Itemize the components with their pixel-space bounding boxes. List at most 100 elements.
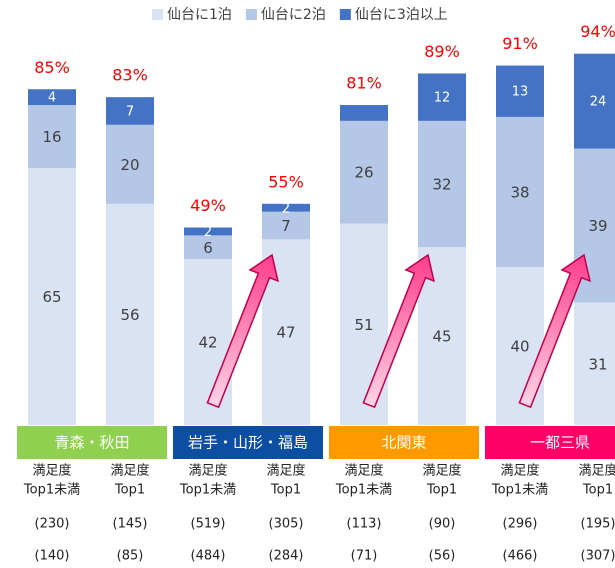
sample-size: (113): [347, 517, 382, 532]
x-tick-label: Top1未満: [335, 483, 392, 498]
group-label: 岩手・山形・福島: [188, 434, 308, 452]
bar-segment: [28, 168, 76, 425]
sample-size: (284): [269, 549, 304, 564]
x-tick-label: Top1未満: [491, 483, 548, 498]
sample-size: (466): [503, 549, 538, 564]
total-label: 49%: [190, 196, 226, 215]
legend-label: 仙台に1泊: [167, 7, 232, 23]
value-label: 56: [120, 306, 139, 324]
sample-size: (90): [429, 517, 456, 532]
sample-size: (85): [117, 549, 144, 564]
value-label: 47: [276, 324, 295, 342]
x-tick-label: Top1: [114, 483, 145, 498]
bar-segment: [340, 105, 388, 121]
value-label: 13: [512, 85, 529, 100]
value-label: 2: [204, 225, 212, 240]
value-label: 45: [432, 328, 451, 346]
sample-size: (140): [35, 549, 70, 564]
sample-size: (307): [581, 549, 615, 564]
value-label: 26: [354, 164, 373, 182]
value-label: 7: [281, 217, 291, 235]
x-tick-label: Top1: [426, 483, 457, 498]
total-label: 83%: [112, 66, 148, 85]
x-tick-label: 満足度: [188, 463, 227, 479]
bar-segment: [28, 89, 76, 106]
value-label: 2: [282, 201, 290, 216]
group-band: [485, 426, 615, 459]
legend-label: 仙台に2泊: [261, 7, 326, 23]
x-tick-label: 満足度: [344, 463, 383, 479]
bar-segment: [340, 120, 388, 224]
x-tick-label: Top1未満: [179, 483, 236, 498]
group-band: [173, 426, 323, 459]
bar-segment: [496, 116, 544, 268]
bar-segment: [184, 259, 232, 425]
arrows: [206, 253, 591, 409]
bar-segment: [106, 124, 154, 204]
sample-size: (484): [191, 549, 226, 564]
value-label: 51: [354, 316, 373, 334]
sample-size: (519): [191, 517, 226, 532]
sample-size: (145): [113, 517, 148, 532]
bar-segment: [574, 53, 615, 149]
value-label: 40: [510, 338, 529, 356]
value-label: 6: [203, 239, 213, 257]
total-label: 91%: [502, 34, 538, 53]
bar-segment: [262, 211, 310, 240]
group-band: [17, 426, 167, 459]
x-tick-label: 満足度: [578, 463, 615, 479]
x-tick-label: 満足度: [500, 463, 539, 479]
legend-swatch: [245, 9, 257, 20]
sample-size: (195): [581, 517, 615, 532]
group-label: 青森・秋田: [54, 434, 129, 452]
legend-swatch: [152, 9, 163, 20]
total-label: 55%: [268, 172, 304, 191]
bar-segment: [106, 97, 154, 125]
total-label: 85%: [34, 58, 70, 77]
total-label: 89%: [424, 42, 460, 61]
group-label: 北関東: [381, 434, 426, 452]
arrow: [518, 253, 591, 409]
bar-segment: [184, 227, 232, 236]
bar-segment: [28, 105, 76, 169]
bar-segment: [496, 267, 544, 425]
group-label: 一都三県: [530, 434, 590, 452]
sample-size: (56): [429, 549, 456, 564]
x-tick-label: 満足度: [266, 463, 305, 479]
legend-label: 仙台に3泊以上: [355, 7, 448, 23]
bar-segment: [496, 65, 544, 117]
value-label: 20: [120, 156, 139, 174]
arrow: [362, 253, 435, 409]
value-label: 31: [588, 355, 607, 373]
sample-size: (305): [269, 517, 304, 532]
sample-size: (230): [35, 517, 70, 532]
bar-segment: [574, 302, 615, 425]
value-label: 4: [48, 91, 56, 106]
bar-segment: [418, 120, 466, 248]
x-tick-label: Top1: [582, 483, 613, 498]
x-tick-label: 満足度: [110, 463, 149, 479]
value-label: 24: [590, 95, 607, 110]
bar-segment: [262, 203, 310, 212]
group-band: [329, 426, 479, 459]
x-tick-label: Top1未満: [23, 483, 80, 498]
bar-segment: [184, 235, 232, 260]
total-label: 94%: [580, 22, 615, 41]
value-label: 32: [432, 176, 451, 194]
value-label: 16: [42, 128, 61, 146]
total-label: 81%: [346, 74, 382, 93]
value-label: 38: [510, 183, 529, 201]
sample-size: (296): [503, 517, 538, 532]
value-label: 42: [198, 334, 217, 352]
value-label: 39: [588, 217, 607, 235]
x-tick-label: 満足度: [422, 463, 461, 479]
x-tick-label: Top1: [270, 483, 301, 498]
arrow: [206, 253, 279, 409]
value-label: 65: [42, 288, 61, 306]
x-tick-label: 満足度: [32, 463, 71, 479]
sample-size: (71): [351, 549, 378, 564]
legend-swatch: [339, 9, 351, 20]
bar-segment: [106, 203, 154, 425]
bar-segment: [418, 73, 466, 121]
